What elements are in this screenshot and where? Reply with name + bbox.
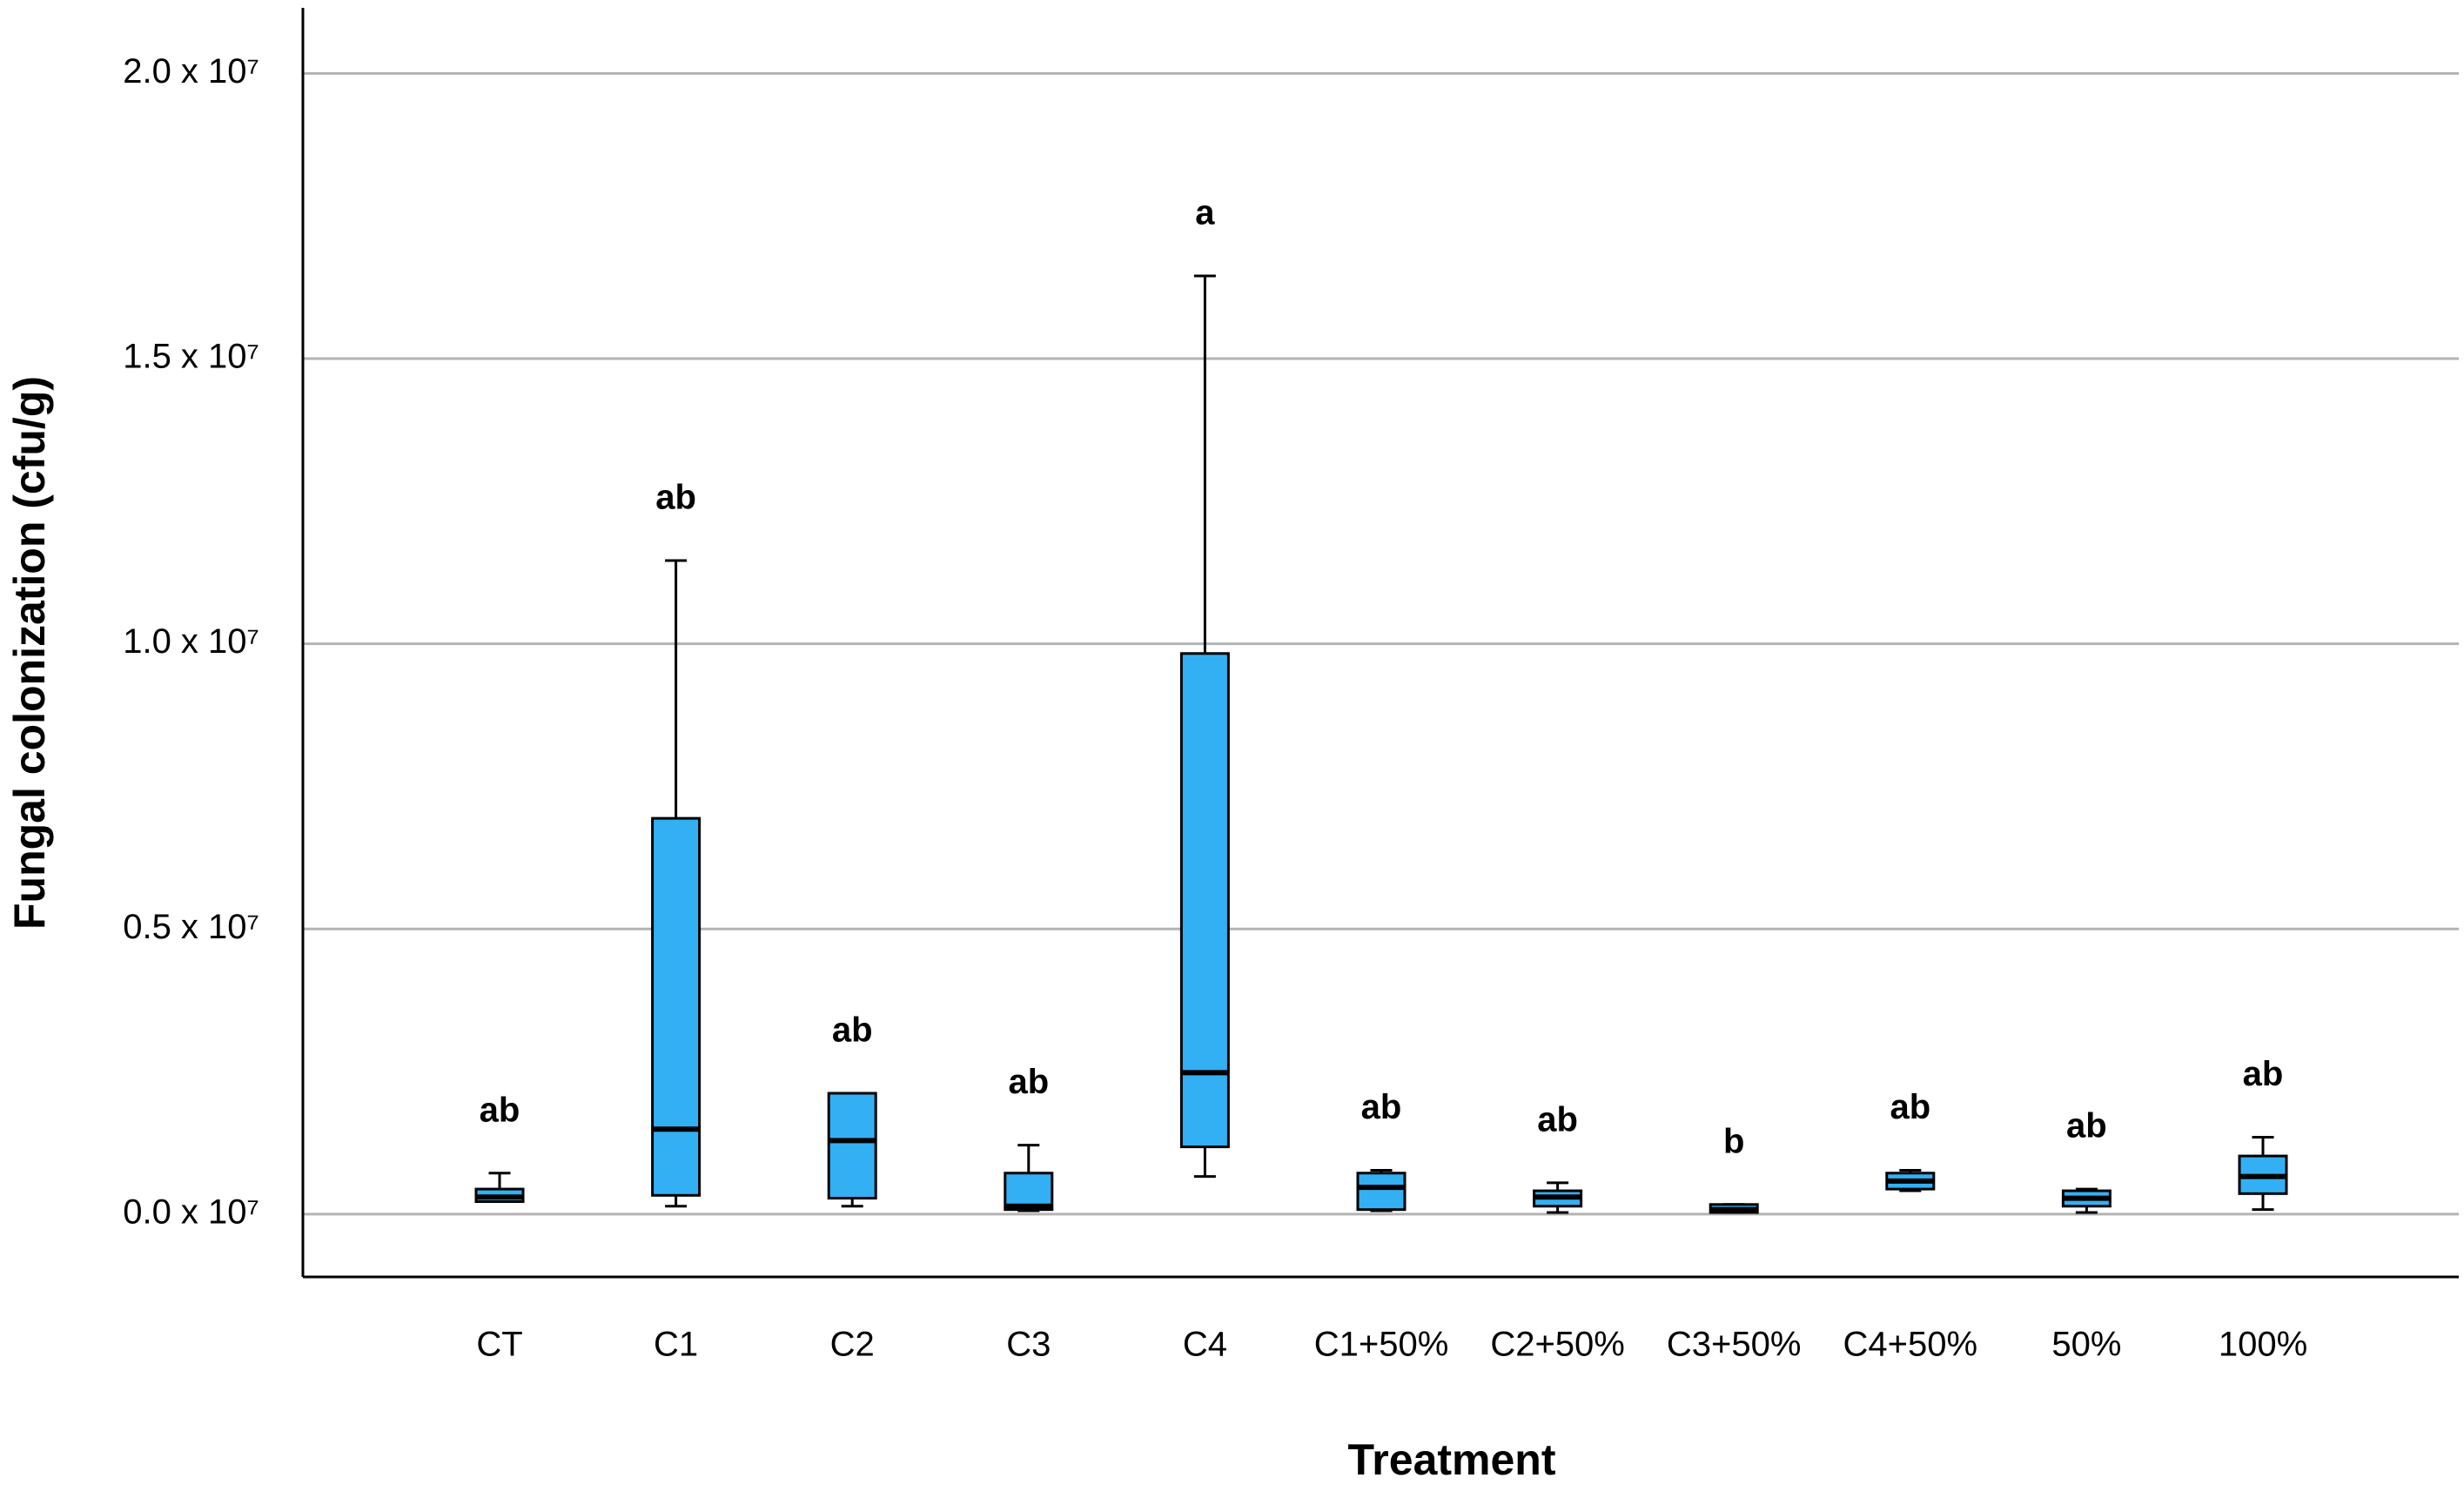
x-tick-label: C3+50%	[1667, 1326, 1802, 1364]
x-tick-label: CT	[476, 1326, 522, 1364]
x-tick-label: C2	[830, 1326, 875, 1364]
box	[1179, 652, 1230, 1149]
x-tick-label: 50%	[2051, 1326, 2121, 1364]
x-tick-label: C2+50%	[1490, 1326, 1625, 1364]
x-tick-label: C1	[654, 1326, 698, 1364]
x-tick-label: C4+50%	[1843, 1326, 1978, 1364]
annotation: ab	[1008, 1063, 1049, 1101]
annotation: b	[1723, 1122, 1744, 1160]
box	[651, 816, 702, 1197]
box	[1356, 1172, 1407, 1212]
box	[1004, 1172, 1054, 1212]
y-tick-label: 1.5 x 10⁷	[123, 338, 259, 376]
annotation: ab	[480, 1091, 520, 1129]
annotation: ab	[2243, 1055, 2284, 1093]
annotation: ab	[1537, 1100, 1578, 1139]
annotation: a	[1195, 194, 1215, 232]
x-tick-label: 100%	[2219, 1326, 2307, 1364]
annotation: ab	[2066, 1107, 2107, 1145]
x-tick-label: C1+50%	[1314, 1326, 1449, 1364]
y-tick-label: 1.0 x 10⁷	[123, 622, 259, 661]
annotation: ab	[1890, 1088, 1930, 1126]
x-tick-label: C4	[1183, 1326, 1227, 1364]
y-axis-title: Fungal colonization (cfu/g)	[5, 376, 54, 930]
y-tick-label: 0.0 x 10⁷	[123, 1192, 259, 1231]
x-tick-label: C3	[1006, 1326, 1051, 1364]
box	[827, 1092, 877, 1200]
y-tick-label: 2.0 x 10⁷	[123, 52, 259, 91]
annotation: ab	[655, 479, 696, 517]
annotation: ab	[832, 1011, 873, 1050]
x-axis-title: Treatment	[1348, 1435, 1556, 1484]
y-tick-label: 0.5 x 10⁷	[123, 908, 259, 946]
annotation: ab	[1361, 1088, 1402, 1126]
